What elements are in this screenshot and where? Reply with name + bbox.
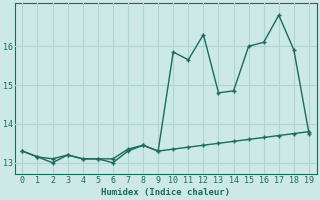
X-axis label: Humidex (Indice chaleur): Humidex (Indice chaleur) xyxy=(101,188,230,197)
